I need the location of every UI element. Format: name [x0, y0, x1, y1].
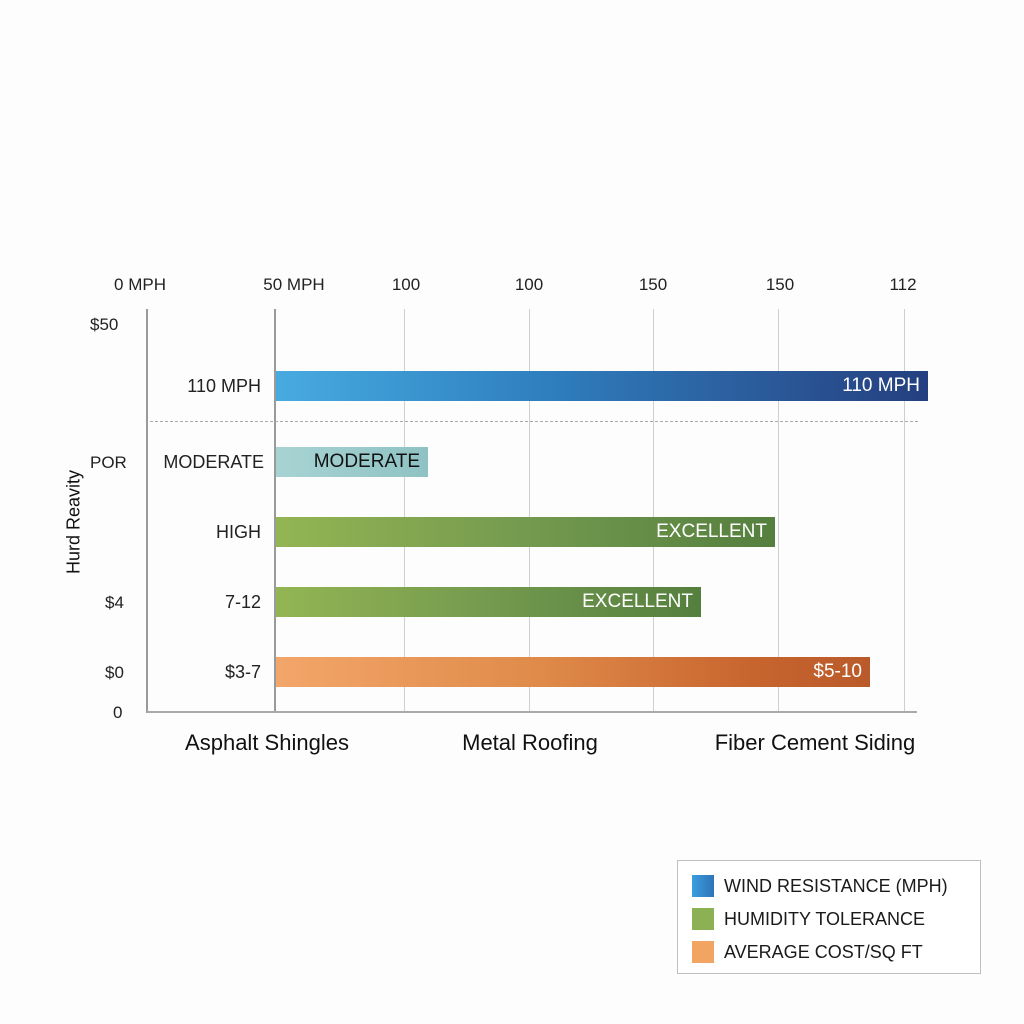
- left-axis-line: [146, 309, 148, 713]
- x-axis-baseline: [147, 711, 917, 713]
- top-axis-tick: 100: [391, 275, 421, 294]
- legend-item-wind[interactable]: WIND RESISTANCE (MPH): [692, 875, 948, 897]
- row-label-range: 7-12: [224, 592, 261, 612]
- top-axis-tick: 150: [638, 275, 668, 294]
- legend-item-humidity[interactable]: HUMIDITY TOLERANCE: [692, 908, 925, 930]
- left-axis-tick: POR: [90, 453, 127, 472]
- bar-humidity-moderate[interactable]: MODERATE: [276, 447, 428, 477]
- row-label-moderate: MODERATE: [163, 452, 264, 472]
- bar-wind-resistance[interactable]: 110 MPH: [276, 371, 928, 401]
- legend: WIND RESISTANCE (MPH) HUMIDITY TOLERANCE…: [677, 860, 981, 974]
- y-axis-title: Hurd Reavity: [63, 469, 84, 575]
- row-label-high: HIGH: [216, 522, 261, 542]
- bar-value-label: MODERATE: [313, 451, 420, 472]
- legend-swatch-green: [692, 908, 714, 930]
- row-label-wind: 110 MPH: [187, 376, 261, 396]
- gridline: [904, 309, 905, 713]
- legend-label: HUMIDITY TOLERANCE: [724, 908, 926, 929]
- left-axis-tick: $4: [105, 593, 124, 612]
- legend-item-cost[interactable]: AVERAGE COST/SQ FT: [692, 941, 923, 963]
- gridline: [404, 309, 405, 713]
- category-label: Asphalt Shingles: [185, 730, 349, 755]
- row-label-cost: $3-7: [224, 662, 261, 682]
- legend-label: AVERAGE COST/SQ FT: [724, 941, 923, 962]
- top-axis-tick: 0 MPH: [114, 275, 166, 294]
- category-label: Fiber Cement Siding: [714, 730, 916, 755]
- left-axis-tick: 0: [113, 703, 123, 722]
- top-axis-tick: 150: [765, 275, 795, 294]
- bar-value-label: EXCELLENT: [582, 591, 693, 612]
- bar-value-label: 110 MPH: [842, 375, 920, 396]
- legend-swatch-orange: [692, 941, 714, 963]
- top-axis-tick: 112: [889, 275, 917, 294]
- top-axis-tick: 50 MPH: [263, 275, 325, 294]
- bar-humidity-range[interactable]: EXCELLENT: [276, 587, 701, 617]
- top-axis-tick: 100: [514, 275, 544, 294]
- bar-average-cost[interactable]: $5-10: [276, 657, 870, 687]
- left-axis-tick: $0: [105, 663, 124, 682]
- bar-value-label: EXCELLENT: [656, 521, 767, 542]
- bar-humidity-high[interactable]: EXCELLENT: [276, 517, 775, 547]
- bar-value-label: $5-10: [813, 661, 862, 682]
- bar-origin-line: [274, 309, 276, 713]
- category-label: Metal Roofing: [462, 730, 598, 755]
- legend-swatch-blue: [692, 875, 714, 897]
- gridline: [529, 309, 530, 713]
- gridline: [778, 309, 779, 713]
- legend-label: WIND RESISTANCE (MPH): [724, 875, 948, 896]
- left-axis-tick: $50: [90, 315, 119, 334]
- dashed-separator: [150, 421, 918, 422]
- gridline: [653, 309, 654, 713]
